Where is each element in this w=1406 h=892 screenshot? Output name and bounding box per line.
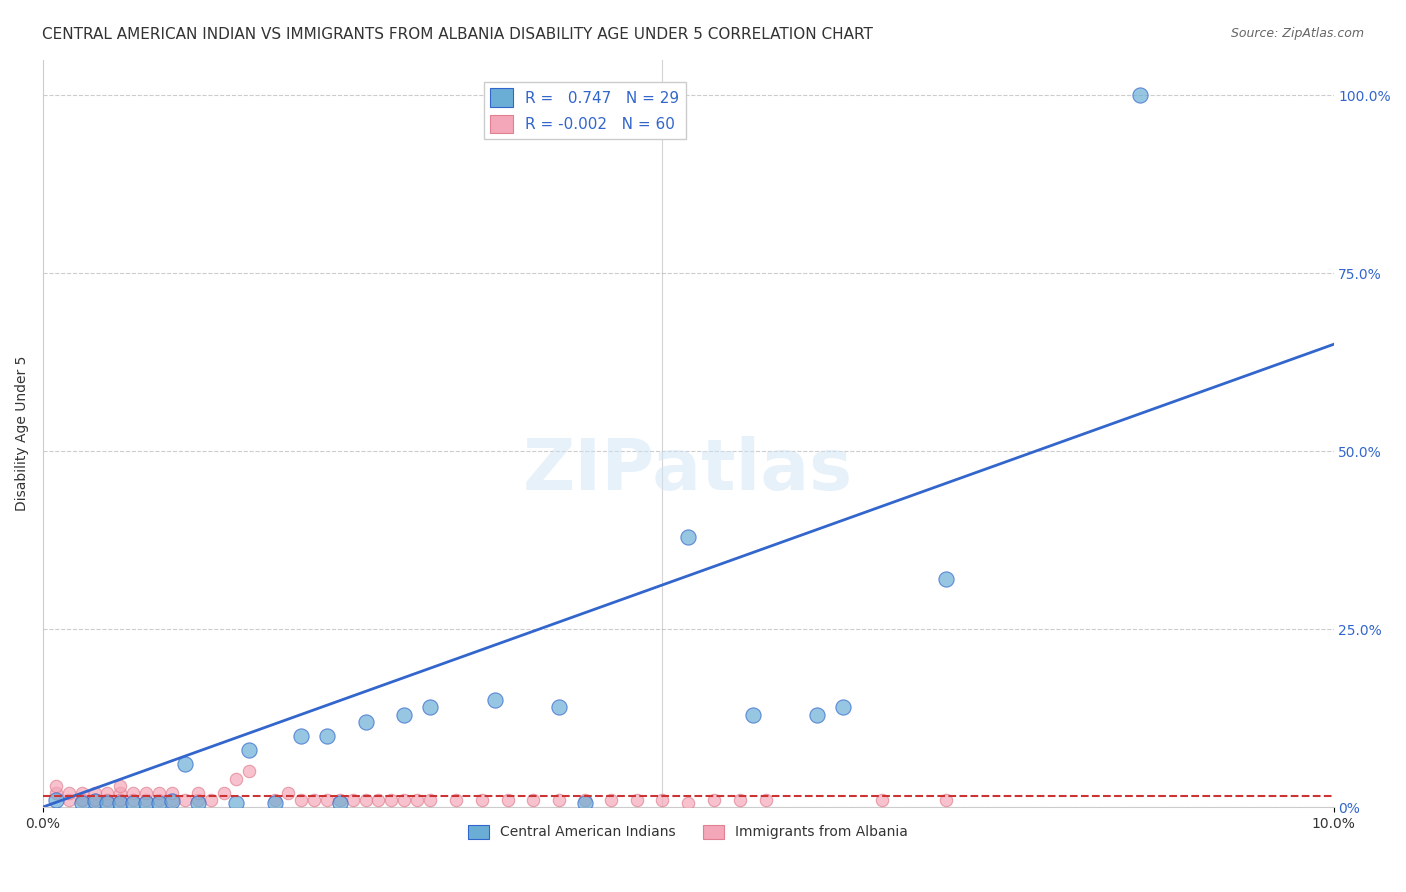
Point <box>264 793 287 807</box>
Point <box>703 793 725 807</box>
Point <box>225 772 247 786</box>
Point <box>277 786 299 800</box>
Point <box>315 793 337 807</box>
Point <box>676 797 699 811</box>
Point <box>599 793 621 807</box>
Point <box>367 793 389 807</box>
Point <box>264 797 287 811</box>
Point <box>741 707 763 722</box>
Point <box>96 786 118 800</box>
Point <box>484 693 506 707</box>
Point <box>96 797 118 811</box>
Point <box>160 794 183 808</box>
Point <box>394 707 416 722</box>
Point <box>110 793 132 807</box>
Point <box>212 786 235 800</box>
Point <box>70 793 93 807</box>
Text: Source: ZipAtlas.com: Source: ZipAtlas.com <box>1230 27 1364 40</box>
Point <box>122 793 145 807</box>
Point <box>471 793 494 807</box>
Point <box>315 729 337 743</box>
Point <box>1129 88 1152 103</box>
Point <box>187 797 209 811</box>
Point <box>574 793 596 807</box>
Point <box>676 530 699 544</box>
Point <box>290 729 312 743</box>
Point <box>290 793 312 807</box>
Point <box>225 797 247 811</box>
Point <box>45 779 67 793</box>
Point <box>935 793 957 807</box>
Point <box>444 793 467 807</box>
Point <box>406 793 429 807</box>
Point <box>110 786 132 800</box>
Y-axis label: Disability Age Under 5: Disability Age Under 5 <box>15 356 30 511</box>
Point <box>870 793 893 807</box>
Point <box>148 786 170 800</box>
Point <box>548 793 571 807</box>
Point <box>354 714 377 729</box>
Point <box>110 779 132 793</box>
Point <box>187 793 209 807</box>
Point <box>329 797 352 811</box>
Point <box>148 793 170 807</box>
Point <box>70 797 93 811</box>
Point <box>548 700 571 714</box>
Point <box>302 793 325 807</box>
Point <box>728 793 751 807</box>
Point <box>45 786 67 800</box>
Point <box>522 793 544 807</box>
Point <box>173 757 195 772</box>
Legend: Central American Indians, Immigrants from Albania: Central American Indians, Immigrants fro… <box>463 819 914 845</box>
Point <box>419 793 441 807</box>
Point <box>96 793 118 807</box>
Point <box>354 793 377 807</box>
Point <box>755 793 778 807</box>
Point <box>135 793 157 807</box>
Point <box>122 797 145 811</box>
Point <box>83 786 105 800</box>
Point <box>83 793 105 807</box>
Point <box>187 786 209 800</box>
Point <box>83 793 105 807</box>
Text: CENTRAL AMERICAN INDIAN VS IMMIGRANTS FROM ALBANIA DISABILITY AGE UNDER 5 CORREL: CENTRAL AMERICAN INDIAN VS IMMIGRANTS FR… <box>42 27 873 42</box>
Point <box>238 764 260 779</box>
Point <box>651 793 673 807</box>
Point <box>200 793 222 807</box>
Point <box>380 793 402 807</box>
Point <box>110 793 132 807</box>
Point <box>173 793 195 807</box>
Point <box>135 786 157 800</box>
Point <box>58 793 80 807</box>
Point <box>160 786 183 800</box>
Point <box>122 786 145 800</box>
Point <box>45 793 67 807</box>
Point <box>832 700 855 714</box>
Point <box>148 797 170 811</box>
Point <box>70 793 93 807</box>
Point <box>58 786 80 800</box>
Point <box>806 707 828 722</box>
Point <box>135 797 157 811</box>
Point <box>342 793 364 807</box>
Point <box>110 797 132 811</box>
Point <box>238 743 260 757</box>
Point <box>496 793 519 807</box>
Point <box>394 793 416 807</box>
Point <box>574 797 596 811</box>
Point <box>626 793 648 807</box>
Point <box>160 793 183 807</box>
Point <box>83 794 105 808</box>
Point <box>329 793 352 807</box>
Point <box>935 572 957 586</box>
Point <box>419 700 441 714</box>
Point <box>70 786 93 800</box>
Text: ZIPatlas: ZIPatlas <box>523 436 853 505</box>
Point <box>96 793 118 807</box>
